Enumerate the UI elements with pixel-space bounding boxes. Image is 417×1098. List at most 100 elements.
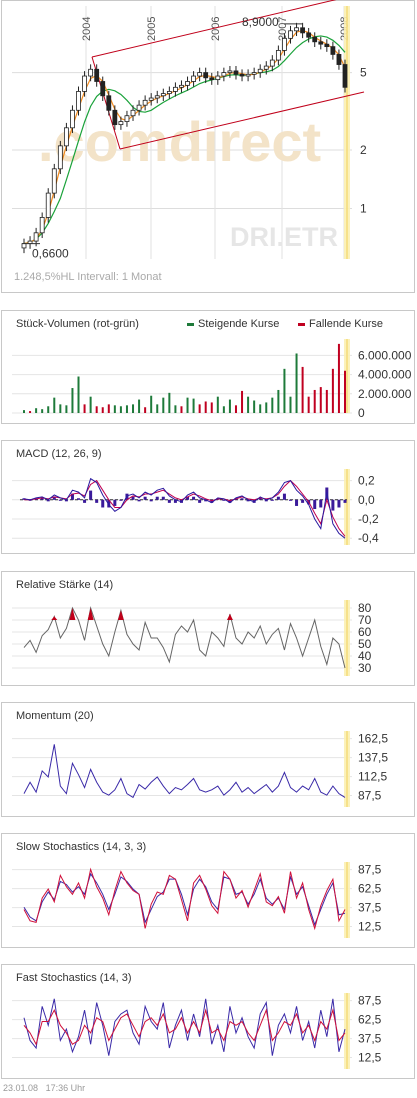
macd-histogram-bar xyxy=(113,499,117,506)
macd-chart: 0,2 0,0 -0,2 -0,4 xyxy=(12,469,379,545)
volume-bar xyxy=(29,411,32,413)
volume-bar xyxy=(113,405,116,413)
candle-body xyxy=(124,115,130,122)
candle-body xyxy=(88,68,94,77)
volume-bar xyxy=(289,396,292,413)
macd-histogram-bar xyxy=(89,490,93,500)
volume-title: Stück-Volumen (rot-grün) xyxy=(16,318,139,330)
candle-body xyxy=(221,72,227,77)
volume-bar xyxy=(23,410,25,413)
macd-histogram-bar xyxy=(107,499,111,508)
volume-bar xyxy=(47,406,50,413)
candle-body xyxy=(275,50,281,61)
macd-title: MACD (12, 26, 9) xyxy=(16,448,102,460)
volume-bar xyxy=(337,343,340,413)
volume-bar xyxy=(192,398,195,413)
volume-bar xyxy=(168,392,171,413)
candle-body xyxy=(324,43,330,48)
rsi-ytick-label: 40 xyxy=(358,649,372,663)
slow-stoch-panel: 87,5 62,5 37,5 12,5 Slow Stochastics (14, 3… xyxy=(1,833,415,948)
volume-bar xyxy=(319,387,322,413)
candle-body xyxy=(82,75,87,92)
volume-ytick-label: 2.000.000 xyxy=(358,387,412,401)
macd-panel: 0,2 0,0 -0,2 -0,4 MACD (12, 26, 9) xyxy=(1,440,415,554)
volume-bar xyxy=(59,404,62,413)
timestamp: 23.01.08 17:36 Uhr xyxy=(3,1083,85,1093)
year-label: 2006 xyxy=(210,17,222,41)
macd-histogram-bar xyxy=(155,496,159,500)
momentum-line xyxy=(23,744,346,799)
rsi-ytick-label: 70 xyxy=(358,613,372,627)
volume-bar xyxy=(53,397,56,413)
rsi-ytick-label: 50 xyxy=(358,637,372,651)
macd-ytick-label: -0,2 xyxy=(358,512,379,526)
rsi-overbought-mark xyxy=(226,614,233,620)
candle-body xyxy=(288,30,293,39)
macd-histogram-bar xyxy=(137,499,141,502)
candle-body xyxy=(94,68,100,82)
candle-body xyxy=(269,59,275,67)
rsi-panel: 80 70 60 50 40 30 Relative Stärke (14) xyxy=(1,571,415,686)
macd-histogram-bar xyxy=(192,496,196,500)
price-chart-panel: 20042005200620072008.comdirectDRI.ETR521… xyxy=(1,0,415,293)
volume-bar xyxy=(71,388,74,413)
macd-histogram-bar xyxy=(270,499,274,501)
volume-bar xyxy=(95,406,98,413)
macd-histogram-bar xyxy=(319,499,323,508)
rsi-overbought-mark xyxy=(51,616,58,620)
candle-body xyxy=(136,104,142,111)
volume-bar xyxy=(138,399,141,413)
slow-stoch-d-line xyxy=(23,872,346,927)
volume-bar xyxy=(283,368,286,413)
volume-bar xyxy=(241,390,244,413)
macd-histogram-bar xyxy=(101,499,105,508)
fast-stoch-k-line xyxy=(23,998,346,1056)
watermark: .comdirect xyxy=(38,110,321,173)
macd-histogram-bar xyxy=(58,499,62,501)
momentum-ytick-label: 137,5 xyxy=(358,751,388,765)
volume-bar xyxy=(259,404,262,413)
candle-body xyxy=(106,95,112,111)
candle-body xyxy=(197,72,203,77)
candle-body xyxy=(70,109,75,129)
volume-bar xyxy=(247,396,250,413)
macd-histogram-bar xyxy=(149,499,153,502)
volume-bar xyxy=(174,405,177,413)
volume-bar xyxy=(186,397,189,413)
fast-stoch-ytick-label: 12,5 xyxy=(358,1051,382,1065)
macd-histogram-bar xyxy=(246,499,250,502)
candle-body xyxy=(215,75,221,81)
rsi-overbought-mark xyxy=(87,608,94,620)
candle-body xyxy=(45,192,51,218)
candle-body xyxy=(342,64,348,88)
volume-bar xyxy=(150,395,153,413)
volume-bar xyxy=(77,376,80,413)
macd-signal-line xyxy=(24,479,346,537)
legend-rising-swatch xyxy=(187,322,194,326)
volume-bar xyxy=(253,400,256,413)
volume-bar xyxy=(277,389,280,413)
rsi-title: Relative Stärke (14) xyxy=(16,579,114,591)
momentum-ytick-label: 162,5 xyxy=(358,732,388,746)
fast-stoch-panel: 87,5 62,5 37,5 12,5 Fast Stochastics (14, 3… xyxy=(1,964,415,1079)
volume-bar xyxy=(216,396,219,413)
macd-histogram-bar xyxy=(186,496,190,500)
macd-ytick-label: 0,2 xyxy=(358,474,375,488)
candle-body xyxy=(173,86,178,92)
macd-histogram-bar xyxy=(276,496,280,500)
volume-bar xyxy=(271,397,274,413)
candle-body xyxy=(33,232,39,242)
candle-body xyxy=(300,27,306,34)
candle-body xyxy=(251,72,257,75)
volume-bar xyxy=(162,397,165,413)
symbol-label: DRI.ETR xyxy=(230,222,338,252)
rsi-ytick-label: 30 xyxy=(358,661,372,675)
volume-bar xyxy=(210,402,213,413)
candle-body xyxy=(154,95,160,99)
volume-ytick-label: 4.000.000 xyxy=(358,368,412,382)
slow-stoch-ytick-label: 12,5 xyxy=(358,920,382,934)
momentum-ytick-label: 112,5 xyxy=(358,770,387,784)
volume-bar xyxy=(344,370,346,413)
volume-bar xyxy=(107,404,110,413)
